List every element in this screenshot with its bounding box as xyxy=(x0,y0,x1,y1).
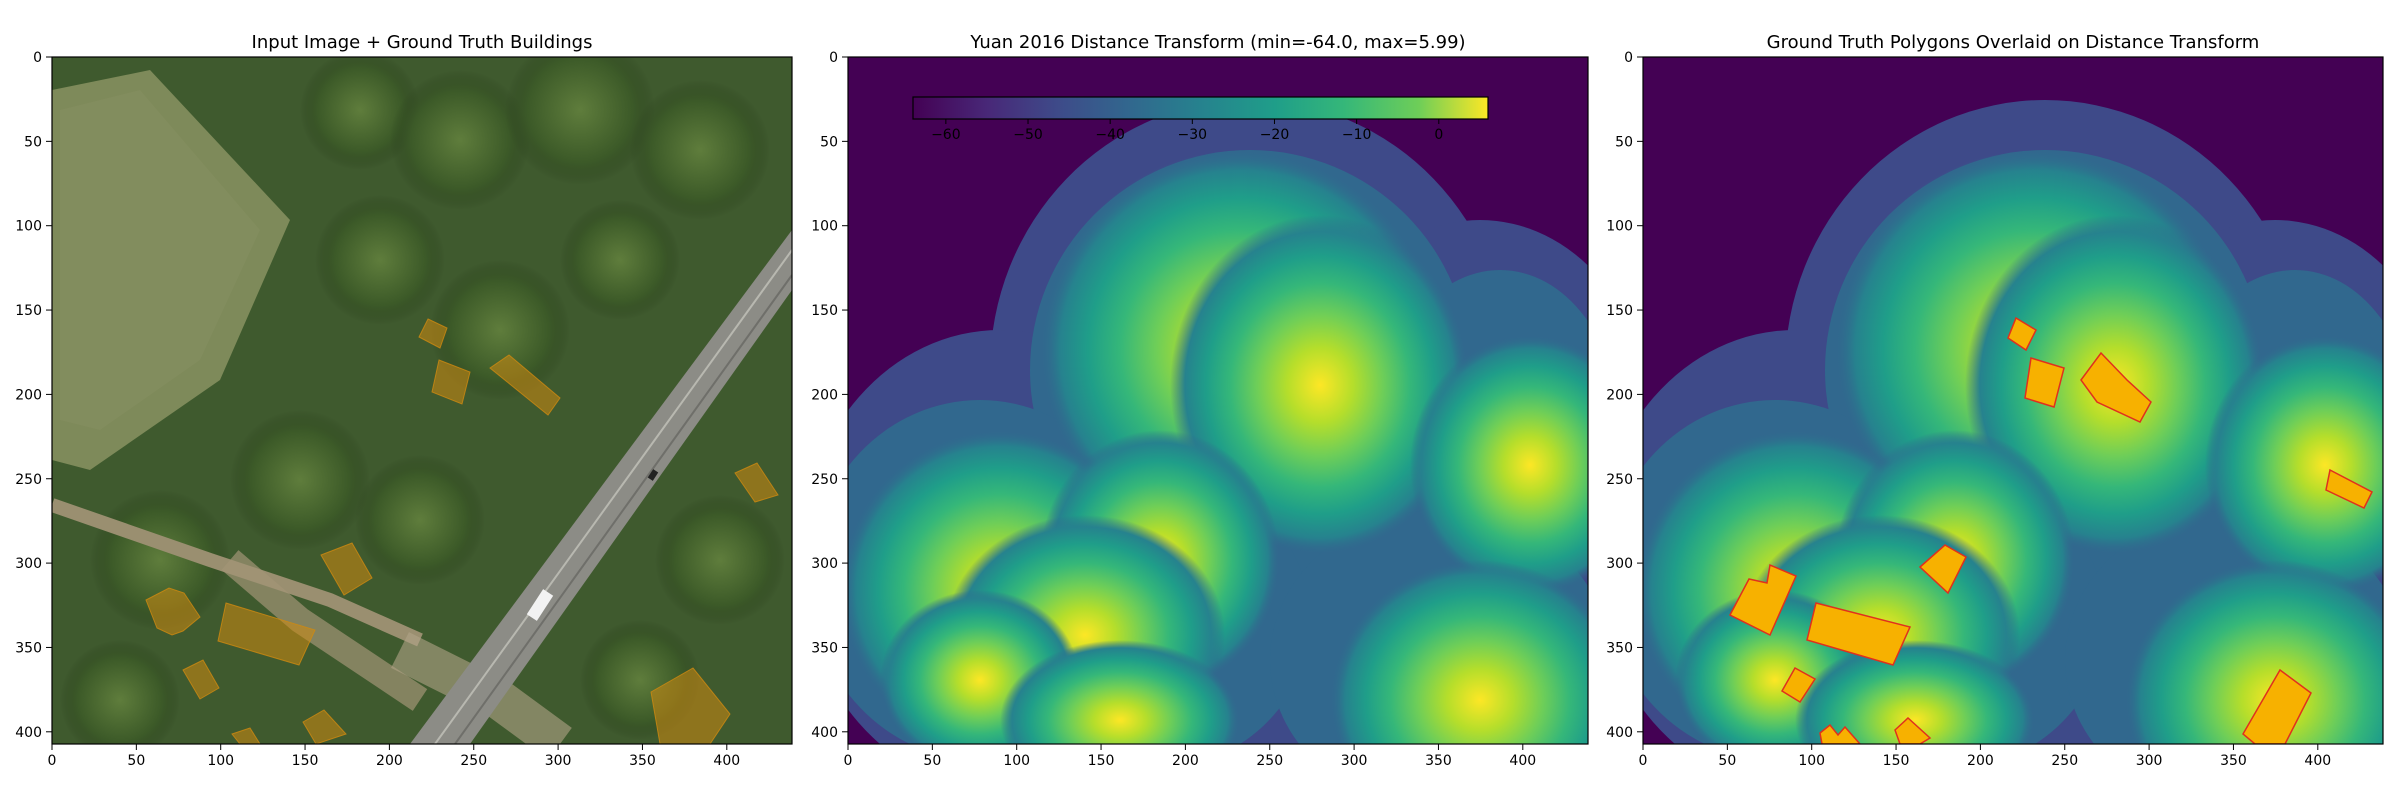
panel-3-frame xyxy=(1642,56,2384,745)
y-tick-label: 300 xyxy=(811,556,838,572)
y-tick-label: 300 xyxy=(15,556,42,572)
y-tick-label: 0 xyxy=(1624,50,1633,66)
x-tick-label: 150 xyxy=(1883,753,1910,769)
x-tick-label: 400 xyxy=(2304,753,2331,769)
y-tick-label: 50 xyxy=(820,134,838,150)
y-tick-label: 200 xyxy=(15,387,42,403)
y-tick-label: 400 xyxy=(811,725,838,741)
y-tick-label: 0 xyxy=(33,50,42,66)
axes-ticks: 0 50 100 150 200 250 300 350 400 0 50 100 150 200 250 3… xyxy=(15,50,2331,769)
colorbar-tick-label: −50 xyxy=(1013,127,1043,143)
x-tick-label: 350 xyxy=(629,753,656,769)
aerial-image xyxy=(52,57,792,744)
y-tick-label: 50 xyxy=(1615,134,1633,150)
x-tick-label: 50 xyxy=(127,753,145,769)
colorbar-tick-label: −10 xyxy=(1342,127,1372,143)
x-tick-label: 100 xyxy=(1003,753,1030,769)
x-tick-label: 250 xyxy=(2051,753,2078,769)
x-tick-label: 0 xyxy=(48,753,57,769)
colorbar-tick-label: −20 xyxy=(1260,127,1290,143)
x-tick-label: 250 xyxy=(460,753,487,769)
y-tick-label: 100 xyxy=(811,219,838,235)
y-tick-label: 250 xyxy=(15,472,42,488)
y-tick-label: 350 xyxy=(811,640,838,656)
x-tick-label: 50 xyxy=(1718,753,1736,769)
y-tick-label: 350 xyxy=(1606,640,1633,656)
panel-1-frame xyxy=(51,56,793,745)
y-tick-label: 200 xyxy=(811,387,838,403)
ground-truth-polygons xyxy=(1728,316,2373,744)
colorbar-tick-label: −60 xyxy=(931,127,961,143)
x-tick-label: 150 xyxy=(292,753,319,769)
colorbar-tick-label: −30 xyxy=(1178,127,1208,143)
x-tick-label: 400 xyxy=(713,753,740,769)
colorbar-gradient xyxy=(912,96,1489,120)
x-tick-label: 350 xyxy=(2220,753,2247,769)
y-tick-label: 250 xyxy=(1606,472,1633,488)
x-tick-label: 0 xyxy=(844,753,853,769)
panel-1-title: Input Image + Ground Truth Buildings xyxy=(252,32,593,53)
x-tick-label: 0 xyxy=(1639,753,1648,769)
y-tick-label: 0 xyxy=(829,50,838,66)
colorbar: −60 −50 −40 −30 −20 −10 0 xyxy=(912,96,1489,143)
y-tick-label: 300 xyxy=(1606,556,1633,572)
x-tick-label: 300 xyxy=(2136,753,2163,769)
y-tick-label: 150 xyxy=(15,303,42,319)
x-tick-label: 150 xyxy=(1088,753,1115,769)
y-tick-label: 400 xyxy=(15,725,42,741)
y-tick-label: 100 xyxy=(1606,219,1633,235)
x-tick-label: 400 xyxy=(1509,753,1536,769)
y-tick-label: 50 xyxy=(24,134,42,150)
distance-transform-image xyxy=(848,57,1588,744)
x-tick-label: 200 xyxy=(376,753,403,769)
y-tick-label: 350 xyxy=(15,640,42,656)
y-tick-label: 400 xyxy=(1606,725,1633,741)
x-tick-label: 100 xyxy=(207,753,234,769)
y-tick-label: 150 xyxy=(1606,303,1633,319)
overlay-image xyxy=(1643,57,2383,744)
panel-3-title: Ground Truth Polygons Overlaid on Distan… xyxy=(1767,32,2260,53)
colorbar-tick-label: −40 xyxy=(1095,127,1125,143)
building-footprint-overlays xyxy=(145,318,779,744)
x-tick-label: 300 xyxy=(545,753,572,769)
x-tick-label: 350 xyxy=(1425,753,1452,769)
y-tick-label: 100 xyxy=(15,219,42,235)
panel-2-frame xyxy=(847,56,1589,745)
y-tick-label: 250 xyxy=(811,472,838,488)
x-tick-label: 100 xyxy=(1798,753,1825,769)
y-tick-label: 200 xyxy=(1606,387,1633,403)
x-tick-label: 250 xyxy=(1256,753,1283,769)
x-tick-label: 200 xyxy=(1172,753,1199,769)
colorbar-tick-label: 0 xyxy=(1434,127,1443,143)
x-tick-label: 300 xyxy=(1341,753,1368,769)
x-tick-label: 50 xyxy=(923,753,941,769)
y-tick-label: 150 xyxy=(811,303,838,319)
panel-2-title: Yuan 2016 Distance Transform (min=-64.0,… xyxy=(969,32,1465,53)
x-tick-label: 200 xyxy=(1967,753,1994,769)
